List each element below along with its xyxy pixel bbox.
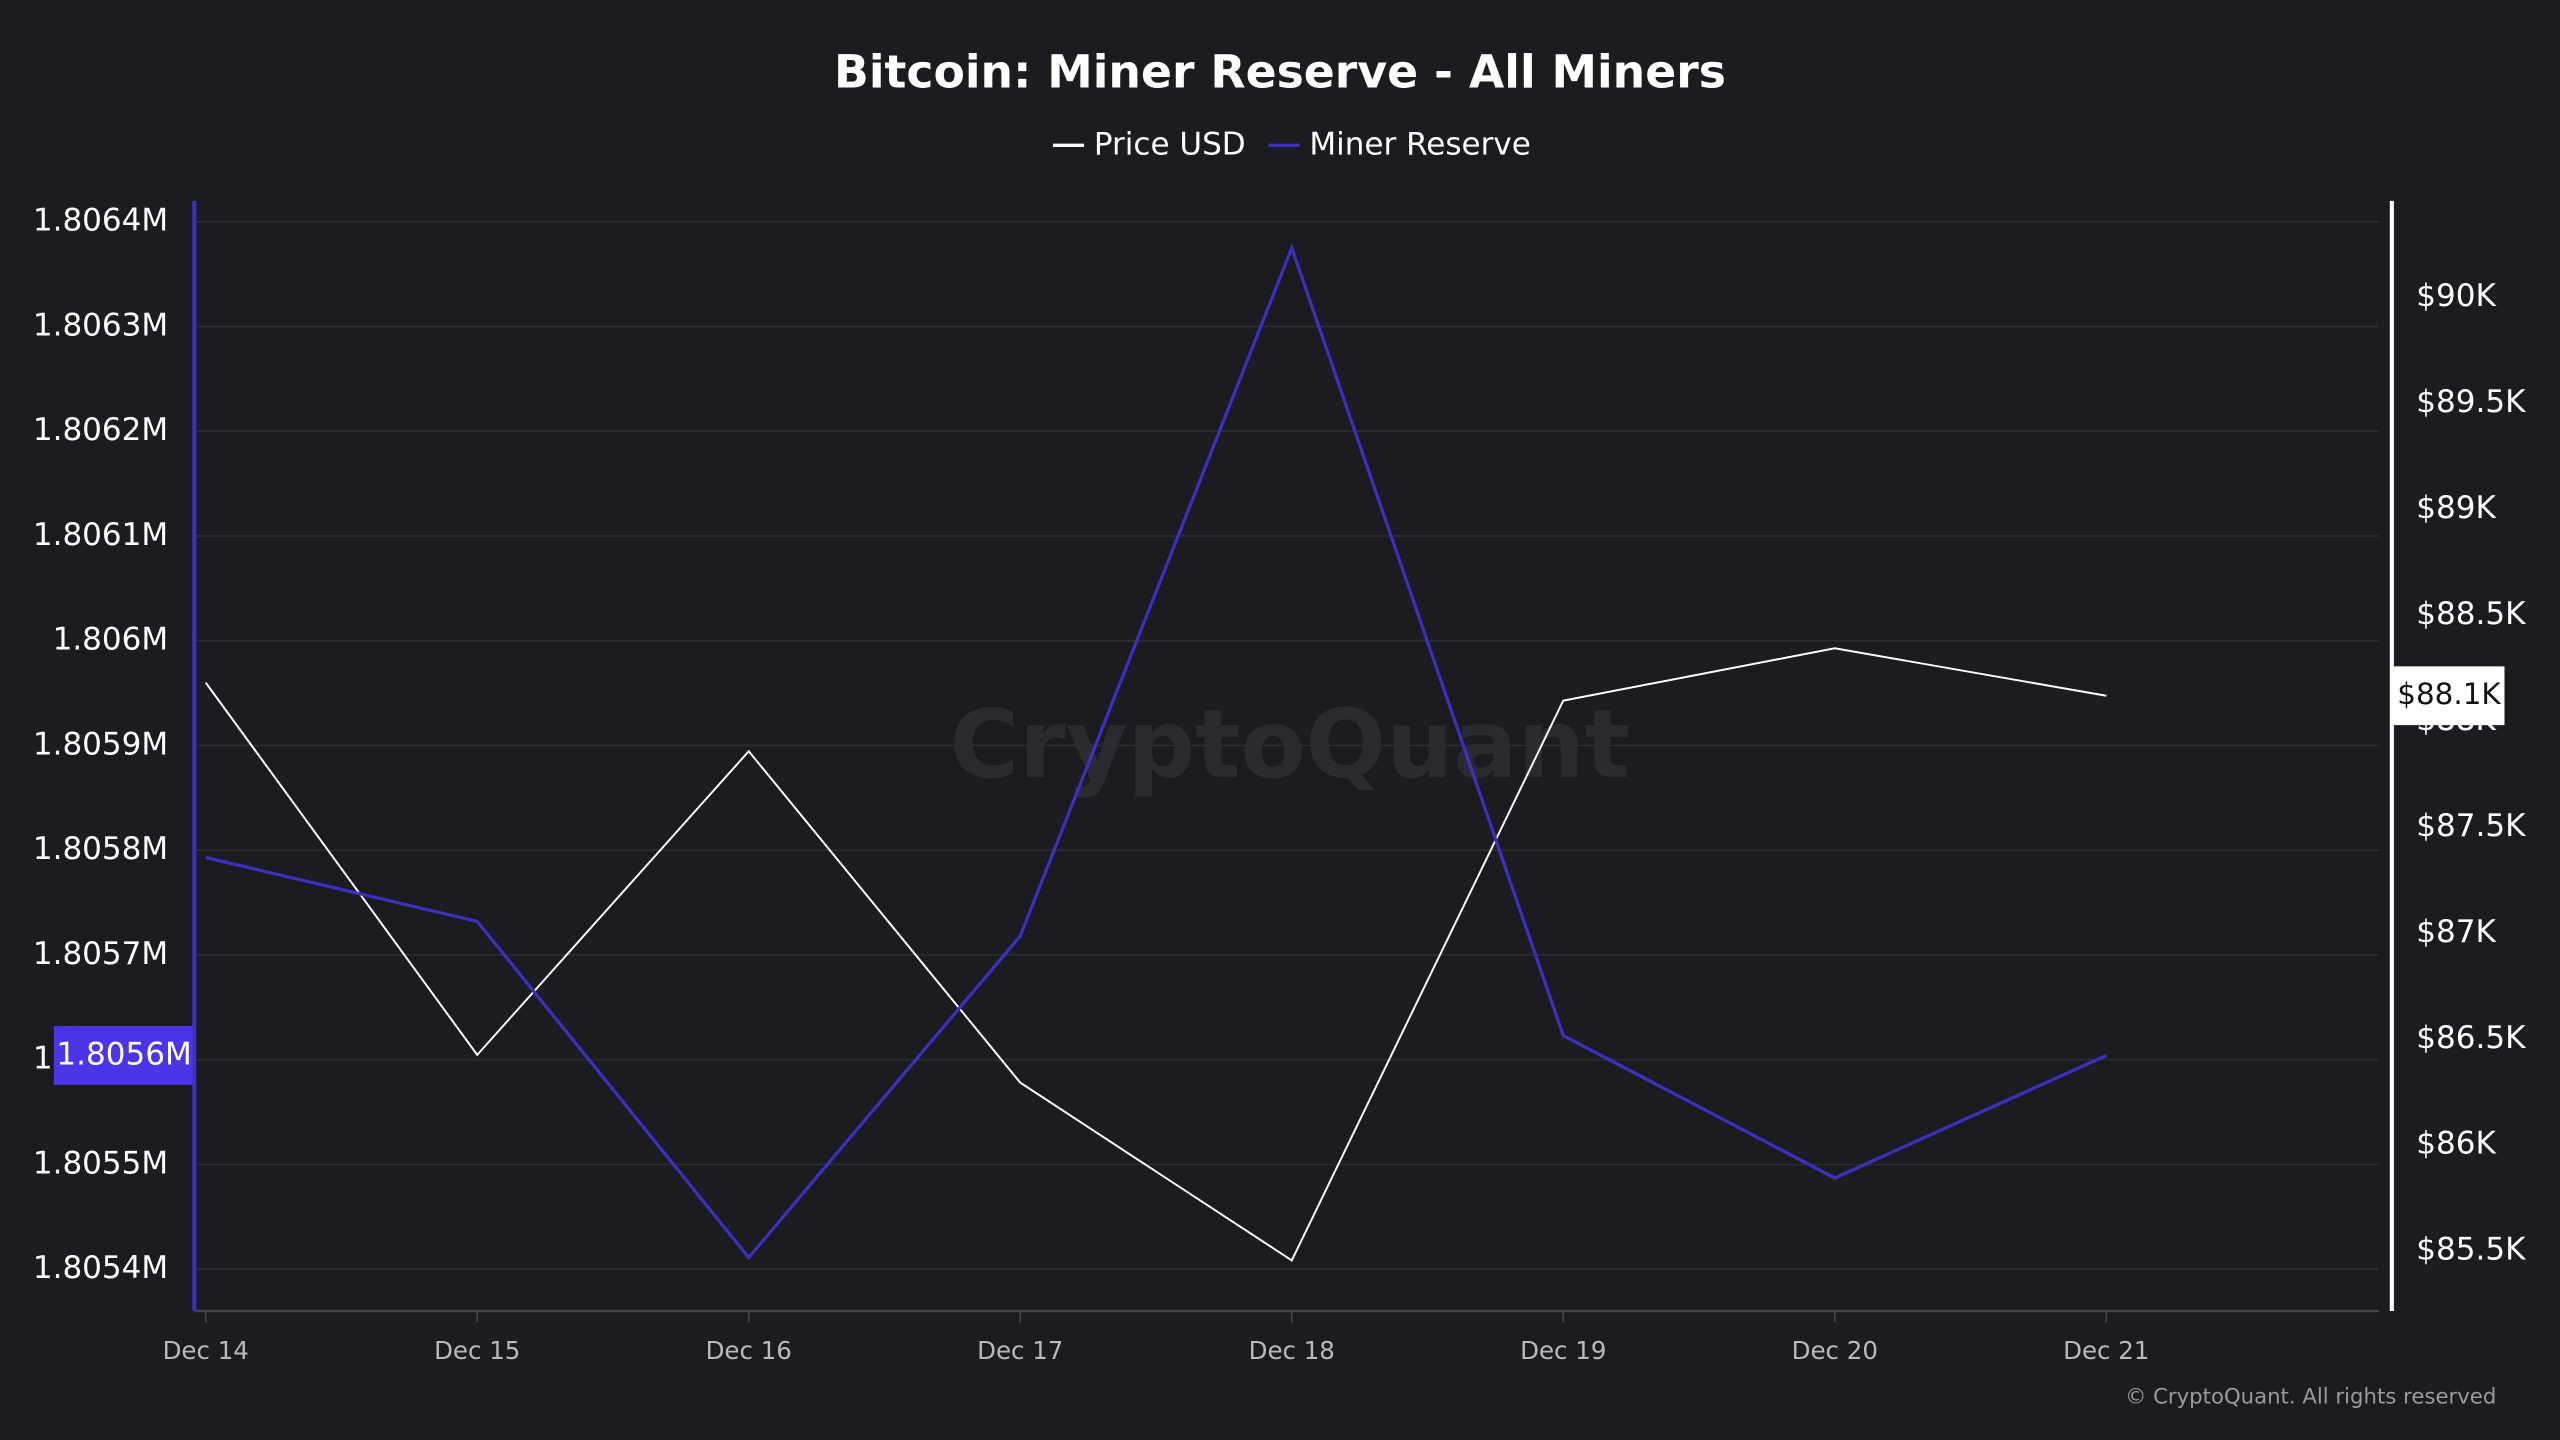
y-tick-label: 1.8054M: [33, 1250, 168, 1286]
y-tick-label: 1.8063M: [33, 307, 168, 343]
y-tick-label: 1.806M: [53, 622, 169, 658]
x-tick-label: Dec 16: [706, 1336, 792, 1365]
x-tick-label: Dec 20: [1792, 1336, 1878, 1365]
y-tick-label: 1.8064M: [33, 203, 168, 239]
y-tick-label: 1.8061M: [33, 517, 168, 553]
footer: © CryptoQuant. All rights reserved: [2125, 1385, 2496, 1410]
y2-tick-label: $86K: [2416, 1126, 2496, 1162]
y-tick-label: 1.8059M: [33, 726, 168, 762]
y-tick-label: 1.8058M: [33, 831, 168, 867]
y-tick-label: 1.8057M: [33, 936, 168, 972]
x-tick-label: Dec 18: [1249, 1336, 1335, 1365]
chart-title: Bitcoin: Miner Reserve - All Miners: [834, 46, 1726, 99]
series-line: [205, 243, 2107, 1261]
y-tick-label: 1.8055M: [33, 1145, 168, 1181]
price-current-label: $88.1K: [2397, 677, 2501, 711]
legend-label: Price USD: [1094, 126, 1246, 162]
series-line: [204, 647, 2107, 1262]
y2-tick-label: $89.5K: [2416, 384, 2526, 420]
y2-tick-label: $86.5K: [2416, 1020, 2526, 1056]
x-tick-label: Dec 17: [977, 1336, 1063, 1365]
x-tick-label: Dec 15: [434, 1336, 520, 1365]
legend-label: Miner Reserve: [1309, 126, 1530, 162]
reserve-current-box: [53, 1026, 193, 1085]
y2-tick-label: $89K: [2416, 490, 2496, 526]
x-tick-label: Dec 19: [1520, 1336, 1606, 1365]
y-tick-label: 1.8062M: [33, 412, 168, 448]
y2-tick-label: $90K: [2416, 278, 2496, 314]
y2-tick-label: $87K: [2416, 914, 2496, 950]
price-current-box: [2393, 666, 2505, 726]
y2-tick-label: $85.5K: [2416, 1232, 2526, 1268]
x-tick-label: Dec 21: [2063, 1336, 2149, 1365]
y2-tick-label: $88.5K: [2416, 596, 2526, 632]
x-tick-label: Dec 14: [163, 1336, 249, 1365]
y2-tick-label: $87.5K: [2416, 808, 2526, 844]
reserve-current-label: 1.8056M: [56, 1036, 191, 1072]
